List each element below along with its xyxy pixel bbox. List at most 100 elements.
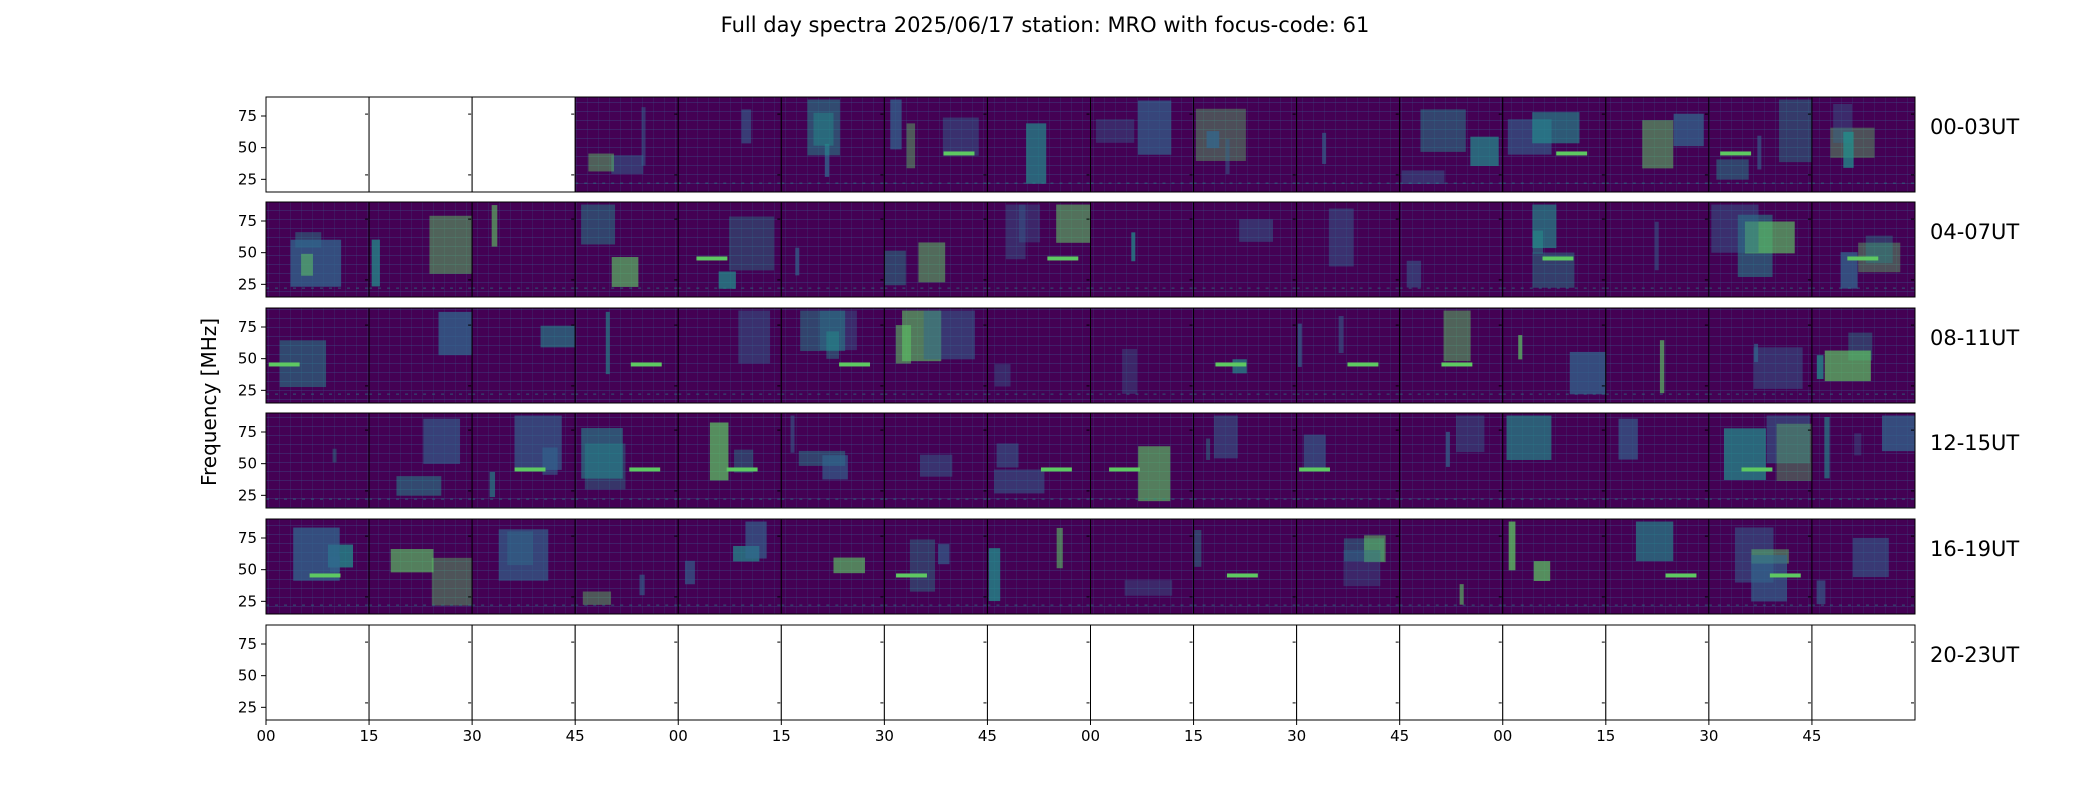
emission-line [1441,362,1473,367]
x-axis: 00 15 30 45 00 15 30 45 00 15 30 45 00 15 30 45 [256,720,1821,745]
emission-block [1194,529,1202,567]
emission-block [423,418,461,464]
emission-block [542,447,558,475]
spectrum-panel [1708,201,1813,298]
emission-block [1459,584,1464,605]
spectrum-panel [471,518,576,615]
emission-line [943,151,975,156]
empty-background [369,625,473,720]
spectrum-panel [368,518,473,615]
emission-block [301,253,313,276]
spectrum-texture [1605,202,1709,297]
emission-block [1532,230,1544,254]
panel-frame [1811,412,1916,509]
spectrum-panel [1090,412,1195,509]
spectrum-texture [575,519,679,614]
spectrum-texture [678,97,782,192]
empty-background [575,625,679,720]
empty-background [369,97,473,192]
y-tick-label: 75 [238,212,257,230]
emission-block [1297,323,1302,367]
emission-block [431,557,473,606]
y-tick-label: 25 [238,275,257,293]
spectrum-panel [1502,518,1607,615]
spectrum-panel [1502,96,1607,193]
spectrum-panel [986,201,1091,298]
emission-line [1226,573,1258,578]
empty-panel [1193,624,1298,721]
empty-background [266,625,370,720]
spectrum-panel [1502,412,1607,509]
spectrum-panel [1193,518,1298,615]
spectrum-panel [1811,307,1916,404]
emission-block [1776,423,1812,481]
emission-line [514,467,546,472]
y-tick-label: 75 [238,107,257,125]
emission-line [726,467,758,472]
spectrum-texture [1399,519,1503,614]
spectrum-panel [1605,96,1710,193]
empty-panel [1502,624,1607,721]
emission-block [909,539,936,592]
y-tick-label: 25 [238,486,257,504]
empty-panel [1090,624,1195,721]
spectrum-panel [677,518,782,615]
emission-block [1056,527,1063,569]
spectrum-panel [368,412,473,509]
y-tick-label: 50 [238,139,257,157]
emission-block [584,443,626,490]
emission-block [884,250,906,286]
emission-block [498,529,549,581]
y-tick-label: 50 [238,350,257,368]
spectrum-panel [1605,518,1710,615]
spectrum-texture [369,202,473,297]
spectrum-texture [1811,97,1915,192]
spectrum-panel [1296,96,1401,193]
emission-block [813,112,834,146]
emission-block [807,99,840,156]
panel-frame [1811,201,1916,298]
empty-panel [780,624,885,721]
spectrum-panel [986,96,1091,193]
empty-panel [471,624,576,721]
emission-block [906,123,916,169]
empty-background [678,625,782,720]
emission-block [639,574,645,596]
emission-line [1741,467,1773,472]
x-tick-label: 00 [1081,727,1100,745]
emission-block [581,428,623,479]
panel-frame [1811,96,1916,193]
spectrum-texture [987,519,1091,614]
spectrum-panel [780,307,885,404]
emission-block [709,422,729,481]
x-tick-label: 15 [360,727,379,745]
spectrum-panel [1605,307,1710,404]
y-tick-label: 75 [238,423,257,441]
emission-block [1716,159,1749,180]
emission-line [1109,467,1140,472]
x-tick-label: 00 [256,727,275,745]
spectrum-panel [265,518,370,615]
spectrum-panel [1605,201,1710,298]
row-label: 04-07UT [1930,220,2019,244]
emission-block [919,454,953,477]
emission-block [611,257,639,287]
spectrum-texture [1296,202,1400,297]
emission-block [890,99,902,150]
row-16-19UT: 25 50 75 16-19UT [238,518,2019,615]
spectrum-panel [986,307,1091,404]
emission-line [839,362,871,367]
emission-block [994,364,1011,387]
empty-panel [677,624,782,721]
emission-block [588,153,614,172]
empty-panel [883,624,988,721]
emission-block [938,544,950,565]
empty-background [884,625,988,720]
emission-block [1824,350,1871,382]
row-08-11UT: 25 50 75 08-11UT [238,307,2019,404]
emission-block [1852,537,1889,578]
spectrum-panel [1708,307,1813,404]
emission-block [942,117,979,156]
spectrum-panel [1193,201,1298,298]
